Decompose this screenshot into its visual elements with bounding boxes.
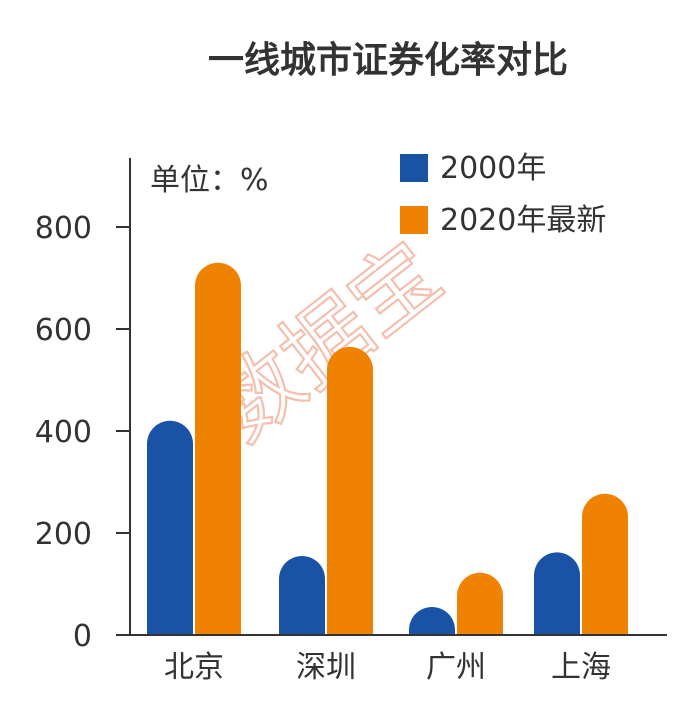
chart-title: 一线城市证券化率对比 xyxy=(208,40,568,81)
bar-series1-1 xyxy=(279,555,325,635)
bar-series1-3 xyxy=(534,552,580,635)
y-tick-label: 200 xyxy=(35,517,92,552)
bar-series1-2 xyxy=(409,606,456,635)
bar-series1-0 xyxy=(147,420,193,635)
legend-label: 2020年最新 xyxy=(440,203,606,238)
bar-series2-0 xyxy=(195,262,241,635)
bar-series2-3 xyxy=(582,493,628,635)
x-category-label: 广州 xyxy=(426,650,486,685)
legend: 2000年 2020年最新 xyxy=(400,151,606,238)
bars-layer xyxy=(147,262,628,635)
y-ticks-layer: 0 200 400 600 800 xyxy=(35,211,130,654)
x-labels-layer: 北京 深圳 广州 上海 xyxy=(164,650,611,685)
y-tick-label: 400 xyxy=(35,415,92,450)
bar-series2-2 xyxy=(457,572,503,635)
legend-swatch xyxy=(400,206,428,234)
x-category-label: 深圳 xyxy=(296,650,356,685)
y-tick-label: 800 xyxy=(35,211,92,246)
legend-swatch xyxy=(400,154,428,182)
x-category-label: 上海 xyxy=(551,650,611,685)
x-category-label: 北京 xyxy=(164,650,224,685)
unit-label: 单位：% xyxy=(150,163,269,198)
bar-series2-1 xyxy=(327,346,373,635)
y-tick-label: 600 xyxy=(35,313,92,348)
y-tick-label: 0 xyxy=(73,619,92,654)
legend-label: 2000年 xyxy=(440,151,546,186)
